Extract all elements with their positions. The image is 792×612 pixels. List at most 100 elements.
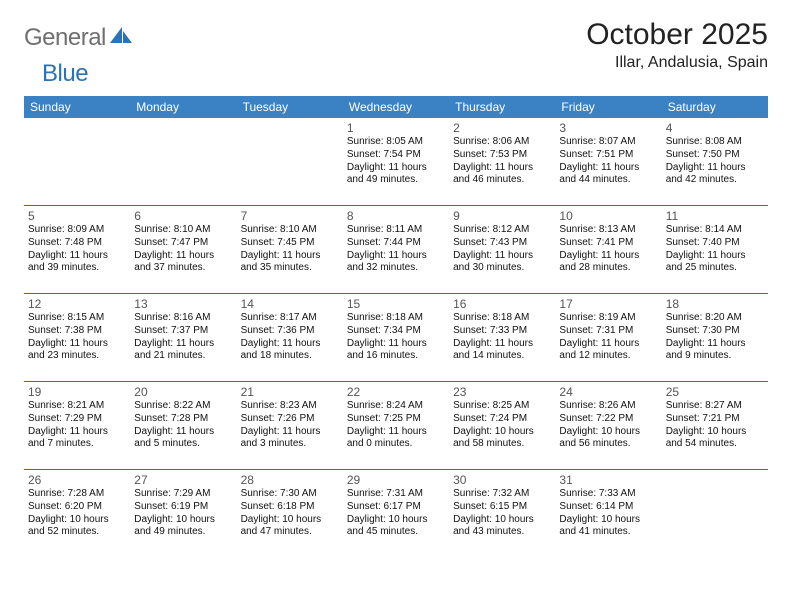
calendar-day-cell: 21Sunrise: 8:23 AMSunset: 7:26 PMDayligh… [237,382,343,470]
calendar-day-cell: 19Sunrise: 8:21 AMSunset: 7:29 PMDayligh… [24,382,130,470]
calendar-day-cell [662,470,768,558]
day-info: Sunrise: 7:28 AMSunset: 6:20 PMDaylight:… [28,488,126,539]
day-number: 8 [347,209,445,223]
calendar-day-cell: 14Sunrise: 8:17 AMSunset: 7:36 PMDayligh… [237,294,343,382]
day-number: 6 [134,209,232,223]
day-number: 16 [453,297,551,311]
day-number: 10 [559,209,657,223]
day-info: Sunrise: 8:10 AMSunset: 7:47 PMDaylight:… [134,224,232,275]
day-info: Sunrise: 8:19 AMSunset: 7:31 PMDaylight:… [559,312,657,363]
day-number: 14 [241,297,339,311]
calendar-body: 1Sunrise: 8:05 AMSunset: 7:54 PMDaylight… [24,118,768,557]
day-info: Sunrise: 8:08 AMSunset: 7:50 PMDaylight:… [666,136,764,187]
day-info: Sunrise: 8:21 AMSunset: 7:29 PMDaylight:… [28,400,126,451]
calendar-week-row: 26Sunrise: 7:28 AMSunset: 6:20 PMDayligh… [24,470,768,558]
day-info: Sunrise: 8:20 AMSunset: 7:30 PMDaylight:… [666,312,764,363]
day-number: 17 [559,297,657,311]
calendar-day-cell: 18Sunrise: 8:20 AMSunset: 7:30 PMDayligh… [662,294,768,382]
day-number: 21 [241,385,339,399]
day-number: 3 [559,121,657,135]
day-of-week-header: Saturday [662,96,768,118]
day-of-week-header: Friday [555,96,661,118]
calendar-day-cell: 22Sunrise: 8:24 AMSunset: 7:25 PMDayligh… [343,382,449,470]
day-number: 30 [453,473,551,487]
calendar-day-cell: 17Sunrise: 8:19 AMSunset: 7:31 PMDayligh… [555,294,661,382]
calendar-day-cell: 12Sunrise: 8:15 AMSunset: 7:38 PMDayligh… [24,294,130,382]
calendar-day-cell [24,118,130,206]
day-number: 13 [134,297,232,311]
day-number: 1 [347,121,445,135]
day-number: 24 [559,385,657,399]
calendar-day-cell: 7Sunrise: 8:10 AMSunset: 7:45 PMDaylight… [237,206,343,294]
day-number: 2 [453,121,551,135]
calendar-day-cell: 6Sunrise: 8:10 AMSunset: 7:47 PMDaylight… [130,206,236,294]
day-info: Sunrise: 8:25 AMSunset: 7:24 PMDaylight:… [453,400,551,451]
calendar-week-row: 1Sunrise: 8:05 AMSunset: 7:54 PMDaylight… [24,118,768,206]
day-number: 25 [666,385,764,399]
calendar-day-cell [130,118,236,206]
calendar-day-cell: 5Sunrise: 8:09 AMSunset: 7:48 PMDaylight… [24,206,130,294]
day-info: Sunrise: 8:22 AMSunset: 7:28 PMDaylight:… [134,400,232,451]
day-number: 28 [241,473,339,487]
calendar-day-cell: 11Sunrise: 8:14 AMSunset: 7:40 PMDayligh… [662,206,768,294]
brand-text-1: General [24,24,106,52]
day-number: 15 [347,297,445,311]
day-number: 7 [241,209,339,223]
title-block: October 2025 Illar, Andalusia, Spain [586,18,768,72]
brand-text-2: Blue [42,60,88,88]
calendar-week-row: 12Sunrise: 8:15 AMSunset: 7:38 PMDayligh… [24,294,768,382]
day-of-week-header: Thursday [449,96,555,118]
brand-logo: General [24,18,134,52]
calendar-day-cell: 30Sunrise: 7:32 AMSunset: 6:15 PMDayligh… [449,470,555,558]
day-of-week-row: SundayMondayTuesdayWednesdayThursdayFrid… [24,96,768,118]
calendar-day-cell: 15Sunrise: 8:18 AMSunset: 7:34 PMDayligh… [343,294,449,382]
calendar-day-cell: 26Sunrise: 7:28 AMSunset: 6:20 PMDayligh… [24,470,130,558]
calendar-day-cell: 31Sunrise: 7:33 AMSunset: 6:14 PMDayligh… [555,470,661,558]
calendar-day-cell: 1Sunrise: 8:05 AMSunset: 7:54 PMDaylight… [343,118,449,206]
calendar-day-cell: 2Sunrise: 8:06 AMSunset: 7:53 PMDaylight… [449,118,555,206]
day-info: Sunrise: 8:14 AMSunset: 7:40 PMDaylight:… [666,224,764,275]
calendar-day-cell: 25Sunrise: 8:27 AMSunset: 7:21 PMDayligh… [662,382,768,470]
day-number: 19 [28,385,126,399]
day-info: Sunrise: 8:24 AMSunset: 7:25 PMDaylight:… [347,400,445,451]
brand-sail-icon [110,27,132,50]
day-info: Sunrise: 8:15 AMSunset: 7:38 PMDaylight:… [28,312,126,363]
calendar-day-cell: 23Sunrise: 8:25 AMSunset: 7:24 PMDayligh… [449,382,555,470]
day-number: 29 [347,473,445,487]
calendar-day-cell: 29Sunrise: 7:31 AMSunset: 6:17 PMDayligh… [343,470,449,558]
day-number: 11 [666,209,764,223]
calendar-day-cell: 20Sunrise: 8:22 AMSunset: 7:28 PMDayligh… [130,382,236,470]
calendar-day-cell: 28Sunrise: 7:30 AMSunset: 6:18 PMDayligh… [237,470,343,558]
day-info: Sunrise: 8:10 AMSunset: 7:45 PMDaylight:… [241,224,339,275]
calendar-day-cell: 24Sunrise: 8:26 AMSunset: 7:22 PMDayligh… [555,382,661,470]
day-info: Sunrise: 7:31 AMSunset: 6:17 PMDaylight:… [347,488,445,539]
day-number: 12 [28,297,126,311]
day-info: Sunrise: 7:33 AMSunset: 6:14 PMDaylight:… [559,488,657,539]
day-number: 18 [666,297,764,311]
day-info: Sunrise: 8:06 AMSunset: 7:53 PMDaylight:… [453,136,551,187]
day-info: Sunrise: 7:32 AMSunset: 6:15 PMDaylight:… [453,488,551,539]
calendar-day-cell: 13Sunrise: 8:16 AMSunset: 7:37 PMDayligh… [130,294,236,382]
day-number: 22 [347,385,445,399]
location-text: Illar, Andalusia, Spain [586,54,768,72]
day-info: Sunrise: 8:27 AMSunset: 7:21 PMDaylight:… [666,400,764,451]
day-info: Sunrise: 8:18 AMSunset: 7:33 PMDaylight:… [453,312,551,363]
day-info: Sunrise: 8:12 AMSunset: 7:43 PMDaylight:… [453,224,551,275]
calendar-week-row: 5Sunrise: 8:09 AMSunset: 7:48 PMDaylight… [24,206,768,294]
day-number: 4 [666,121,764,135]
day-number: 23 [453,385,551,399]
day-of-week-header: Monday [130,96,236,118]
day-info: Sunrise: 7:29 AMSunset: 6:19 PMDaylight:… [134,488,232,539]
calendar-day-cell: 16Sunrise: 8:18 AMSunset: 7:33 PMDayligh… [449,294,555,382]
calendar-week-row: 19Sunrise: 8:21 AMSunset: 7:29 PMDayligh… [24,382,768,470]
day-info: Sunrise: 8:18 AMSunset: 7:34 PMDaylight:… [347,312,445,363]
calendar-day-cell [237,118,343,206]
day-number: 31 [559,473,657,487]
day-number: 9 [453,209,551,223]
day-info: Sunrise: 7:30 AMSunset: 6:18 PMDaylight:… [241,488,339,539]
day-of-week-header: Sunday [24,96,130,118]
calendar-day-cell: 4Sunrise: 8:08 AMSunset: 7:50 PMDaylight… [662,118,768,206]
calendar-page: General October 2025 Illar, Andalusia, S… [0,0,792,575]
calendar-day-cell: 9Sunrise: 8:12 AMSunset: 7:43 PMDaylight… [449,206,555,294]
calendar-day-cell: 10Sunrise: 8:13 AMSunset: 7:41 PMDayligh… [555,206,661,294]
